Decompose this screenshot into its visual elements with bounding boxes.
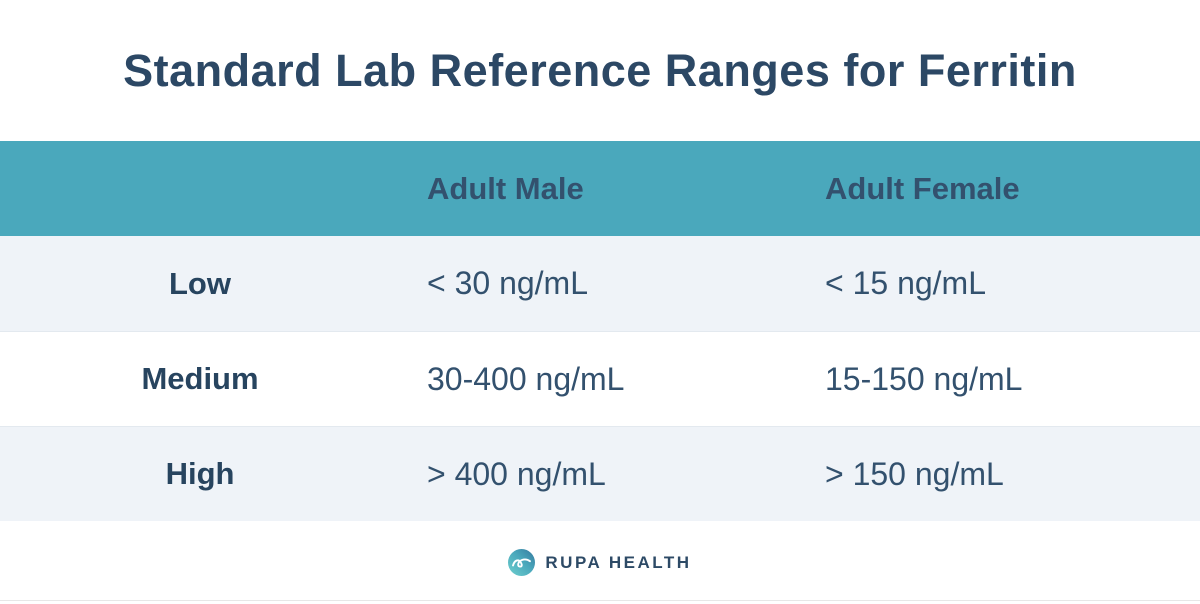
row-label-medium: Medium: [141, 361, 259, 396]
wave-infinity-icon: [508, 549, 536, 576]
column-header-adult-female: Adult Female: [825, 170, 1020, 206]
title-band: Standard Lab Reference Ranges for Ferrit…: [0, 0, 1200, 141]
row-label-high: High: [165, 456, 235, 491]
medium-adult-male-value: 30-400 ng/mL: [427, 360, 625, 397]
bottom-divider: [0, 600, 1200, 601]
low-adult-male-value: < 30 ng/mL: [427, 265, 588, 301]
high-adult-female-value: > 150 ng/mL: [825, 455, 1004, 492]
column-header-adult-male: Adult Male: [427, 170, 584, 206]
reference-range-table: Adult Male Adult Female Low < 30 ng/mL <…: [0, 141, 1200, 521]
row-label-low: Low: [169, 265, 231, 301]
medium-adult-female-value: 15-150 ng/mL: [825, 360, 1023, 397]
table-row-low: Low < 30 ng/mL < 15 ng/mL: [0, 236, 1200, 331]
page-title: Standard Lab Reference Ranges for Ferrit…: [123, 44, 1077, 96]
brand-footer: RUPA HEALTH: [0, 521, 1200, 604]
brand-name: RUPA HEALTH: [545, 552, 692, 572]
table-header-row: Adult Male Adult Female: [0, 141, 1200, 236]
table-row-medium: Medium 30-400 ng/mL 15-150 ng/mL: [0, 331, 1200, 426]
table-row-high: High > 400 ng/mL > 150 ng/mL: [0, 426, 1200, 521]
high-adult-male-value: > 400 ng/mL: [427, 455, 606, 492]
low-adult-female-value: < 15 ng/mL: [825, 265, 986, 301]
